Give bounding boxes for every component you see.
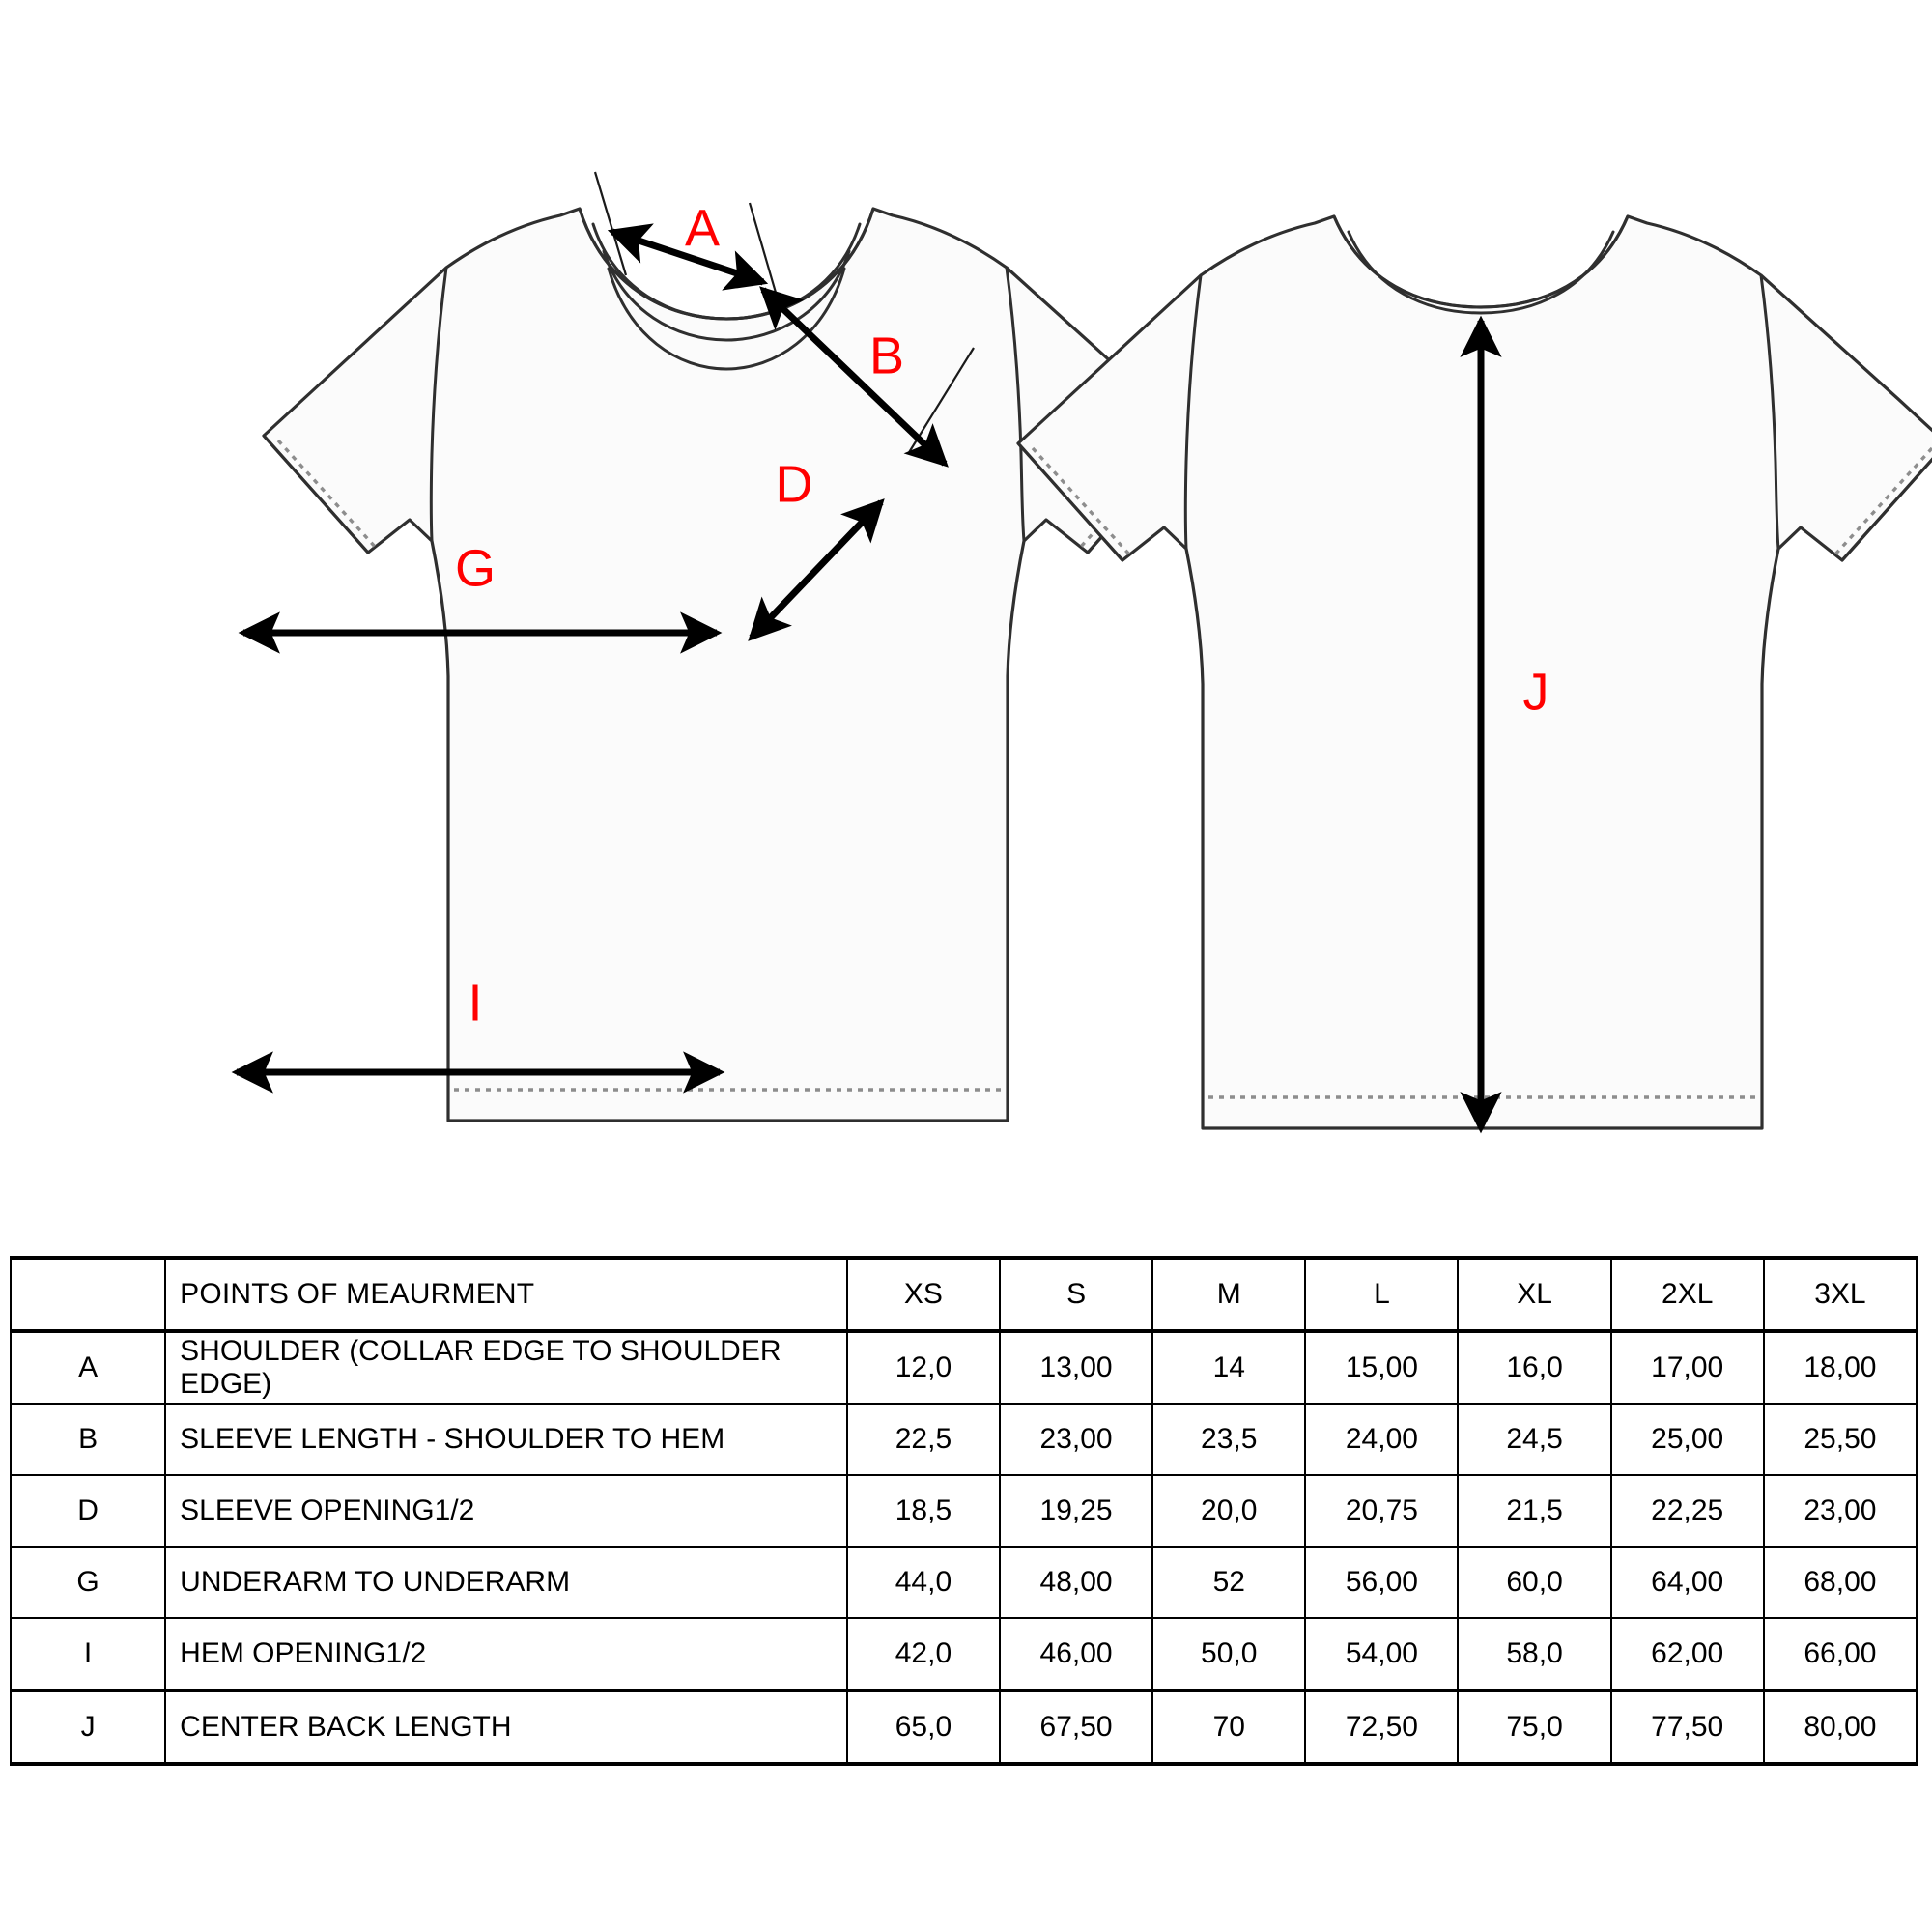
cell-j-l: 72,50 [1304,1689,1460,1766]
cell-i-2xl: 62,00 [1609,1617,1765,1691]
table-row: A SHOULDER (COLLAR EDGE TO SHOULDER EDGE… [9,1330,1918,1405]
cell-g-2xl: 64,00 [1609,1546,1765,1619]
cell-b-3xl: 25,50 [1762,1403,1918,1476]
cell-d-3xl: 23,00 [1762,1474,1918,1548]
cell-j-3xl: 80,00 [1762,1689,1918,1766]
cell-d-s: 19,25 [999,1474,1154,1548]
cell-d-l: 20,75 [1304,1474,1460,1548]
back-tshirt-graphic: J [1016,214,1932,1134]
cell-a-s: 13,00 [999,1330,1154,1405]
row-key-a: A [9,1330,167,1405]
back-right-sleeve-hem-edge [1840,457,1932,562]
dimension-arrow-a [607,223,769,291]
back-collar-rib [1347,230,1615,315]
cell-b-xs: 22,5 [845,1403,1002,1476]
cell-j-xs: 65,0 [845,1689,1002,1766]
cell-a-m: 14 [1151,1330,1307,1405]
cell-a-2xl: 17,00 [1609,1330,1765,1405]
cell-a-l: 15,00 [1304,1330,1460,1405]
back-left-sleeve-stitch [1031,446,1133,558]
table-row: B SLEEVE LENGTH - SHOULDER TO HEM 22,5 2… [9,1403,1918,1476]
cell-a-xl: 16,0 [1457,1330,1612,1405]
cell-b-s: 23,00 [999,1403,1154,1476]
size-table: POINTS OF MEAURMENT XS S M L XL 2XL 3XL … [9,1256,1918,1766]
row-description-b: SLEEVE LENGTH - SHOULDER TO HEM [164,1403,848,1476]
header-size-xl: XL [1457,1256,1612,1333]
cell-j-s: 67,50 [999,1689,1154,1766]
header-size-xs: XS [845,1256,1002,1333]
header-size-l: L [1304,1256,1460,1333]
front-left-armhole [429,266,448,543]
cell-a-xs: 12,0 [845,1330,1002,1405]
header-size-2xl: 2XL [1609,1256,1765,1333]
table-row: J CENTER BACK LENGTH 65,0 67,50 70 72,50… [9,1689,1918,1766]
back-left-armhole [1183,273,1203,551]
front-body-outline [262,207,1194,1122]
row-key-j: J [9,1689,167,1766]
table-header-row: POINTS OF MEAURMENT XS S M L XL 2XL 3XL [9,1256,1918,1333]
row-key-d: D [9,1474,167,1548]
cell-g-3xl: 68,00 [1762,1546,1918,1619]
cell-g-l: 56,00 [1304,1546,1460,1619]
cell-d-2xl: 22,25 [1609,1474,1765,1548]
back-body-outline [1016,214,1932,1130]
cell-b-xl: 24,5 [1457,1403,1612,1476]
cell-i-xs: 42,0 [845,1617,1002,1691]
cell-d-xl: 21,5 [1457,1474,1612,1548]
cell-j-m: 70 [1151,1689,1307,1766]
row-description-a: SHOULDER (COLLAR EDGE TO SHOULDER EDGE) [164,1330,848,1405]
table-row: D SLEEVE OPENING1/2 18,5 19,25 20,0 20,7… [9,1474,1918,1548]
header-size-3xl: 3XL [1762,1256,1918,1333]
cell-i-3xl: 66,00 [1762,1617,1918,1691]
cell-d-m: 20,0 [1151,1474,1307,1548]
dimension-label-j: J [1523,663,1549,721]
cell-i-s: 46,00 [999,1617,1154,1691]
front-left-sleeve-hem-edge [262,434,370,554]
row-key-i: I [9,1617,167,1691]
tshirt-diagram: A B D G I [231,171,1932,1134]
cell-a-3xl: 18,00 [1762,1330,1918,1405]
cell-g-xs: 44,0 [845,1546,1002,1619]
front-left-sleeve-stitch [276,439,379,551]
cell-i-xl: 58,0 [1457,1617,1612,1691]
cell-i-m: 50,0 [1151,1617,1307,1691]
row-description-g: UNDERARM TO UNDERARM [164,1546,848,1619]
dimension-label-i: I [468,974,482,1032]
cell-j-2xl: 77,50 [1609,1689,1765,1766]
back-right-sleeve-stitch [1832,446,1932,558]
cell-b-2xl: 25,00 [1609,1403,1765,1476]
cell-b-l: 24,00 [1304,1403,1460,1476]
row-description-d: SLEEVE OPENING1/2 [164,1474,848,1548]
row-description-j: CENTER BACK LENGTH [164,1689,848,1766]
cell-j-xl: 75,0 [1457,1689,1612,1766]
row-description-i: HEM OPENING1/2 [164,1617,848,1691]
cell-d-xs: 18,5 [845,1474,1002,1548]
cell-i-l: 54,00 [1304,1617,1460,1691]
header-points-of-measurement: POINTS OF MEAURMENT [164,1256,848,1333]
row-key-b: B [9,1403,167,1476]
row-key-g: G [9,1546,167,1619]
dimension-label-b: B [869,327,904,384]
size-table-container: POINTS OF MEAURMENT XS S M L XL 2XL 3XL … [9,1256,1918,1766]
header-key-blank [9,1256,167,1333]
dimension-label-g: G [455,539,496,597]
cell-b-m: 23,5 [1151,1403,1307,1476]
dimension-arrow-d [748,498,885,641]
back-left-sleeve-hem-edge [1016,441,1124,562]
back-right-armhole [1759,273,1780,551]
front-tshirt-graphic: A B D G I [231,171,1194,1122]
table-row: I HEM OPENING1/2 42,0 46,00 50,0 54,00 5… [9,1617,1918,1691]
table-row: G UNDERARM TO UNDERARM 44,0 48,00 52 56,… [9,1546,1918,1619]
dimension-label-d: D [776,455,813,513]
header-size-s: S [999,1256,1154,1333]
dimension-arrow-b [759,286,949,468]
cell-g-xl: 60,0 [1457,1546,1612,1619]
cell-g-m: 52 [1151,1546,1307,1619]
cell-g-s: 48,00 [999,1546,1154,1619]
header-size-m: M [1151,1256,1307,1333]
dimension-label-a: A [685,199,720,257]
